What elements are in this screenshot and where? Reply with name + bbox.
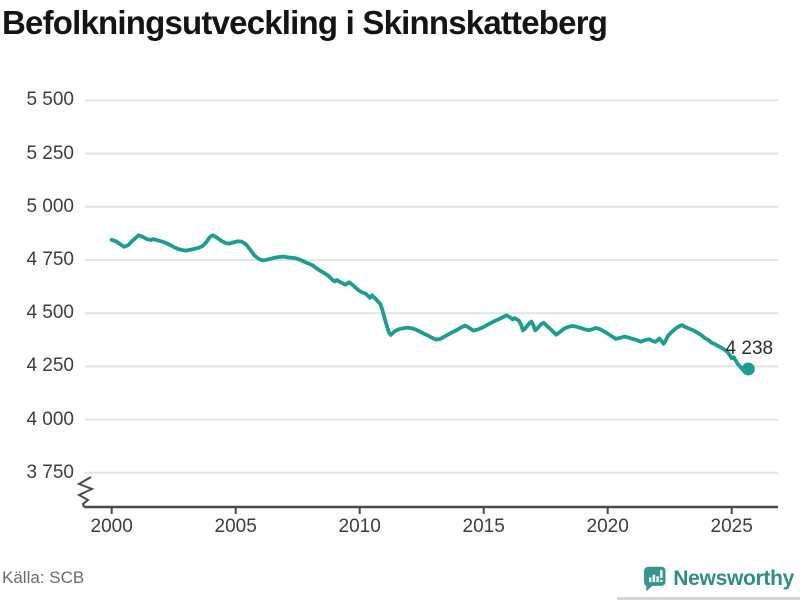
last-value-label: 4 238 xyxy=(725,337,774,359)
x-tick-label: 2010 xyxy=(338,516,381,537)
y-tick-label: 4 500 xyxy=(26,302,74,324)
x-tick-label: 2020 xyxy=(586,516,629,537)
chart-title: Befolkningsutveckling i Skinnskatteberg xyxy=(2,4,608,41)
bar-chart-speech-bubble-icon xyxy=(644,566,666,592)
x-tick-label: 2015 xyxy=(462,516,505,537)
y-tick-label: 4 750 xyxy=(26,249,74,270)
bottom-divider xyxy=(617,597,800,600)
y-tick-label: 3 750 xyxy=(26,461,74,483)
source-label: Källa: SCB xyxy=(2,568,85,587)
y-tick-label: 5 000 xyxy=(26,195,74,217)
x-tick-label: 2005 xyxy=(214,516,257,537)
y-tick-label: 5 250 xyxy=(26,142,74,164)
axis-break-icon xyxy=(76,476,95,508)
newsworthy-wordmark: Newsworthy xyxy=(673,567,794,590)
x-tick-label: 2000 xyxy=(90,516,133,537)
y-tick-label: 4 250 xyxy=(26,355,74,377)
end-point-marker xyxy=(741,362,755,376)
y-tick-label: 4 000 xyxy=(26,408,74,430)
y-tick-label: 5 500 xyxy=(26,89,74,111)
population-line xyxy=(109,233,751,374)
newsworthy-logo[interactable]: Newsworthy xyxy=(644,562,794,596)
x-tick-label: 2025 xyxy=(710,516,753,537)
